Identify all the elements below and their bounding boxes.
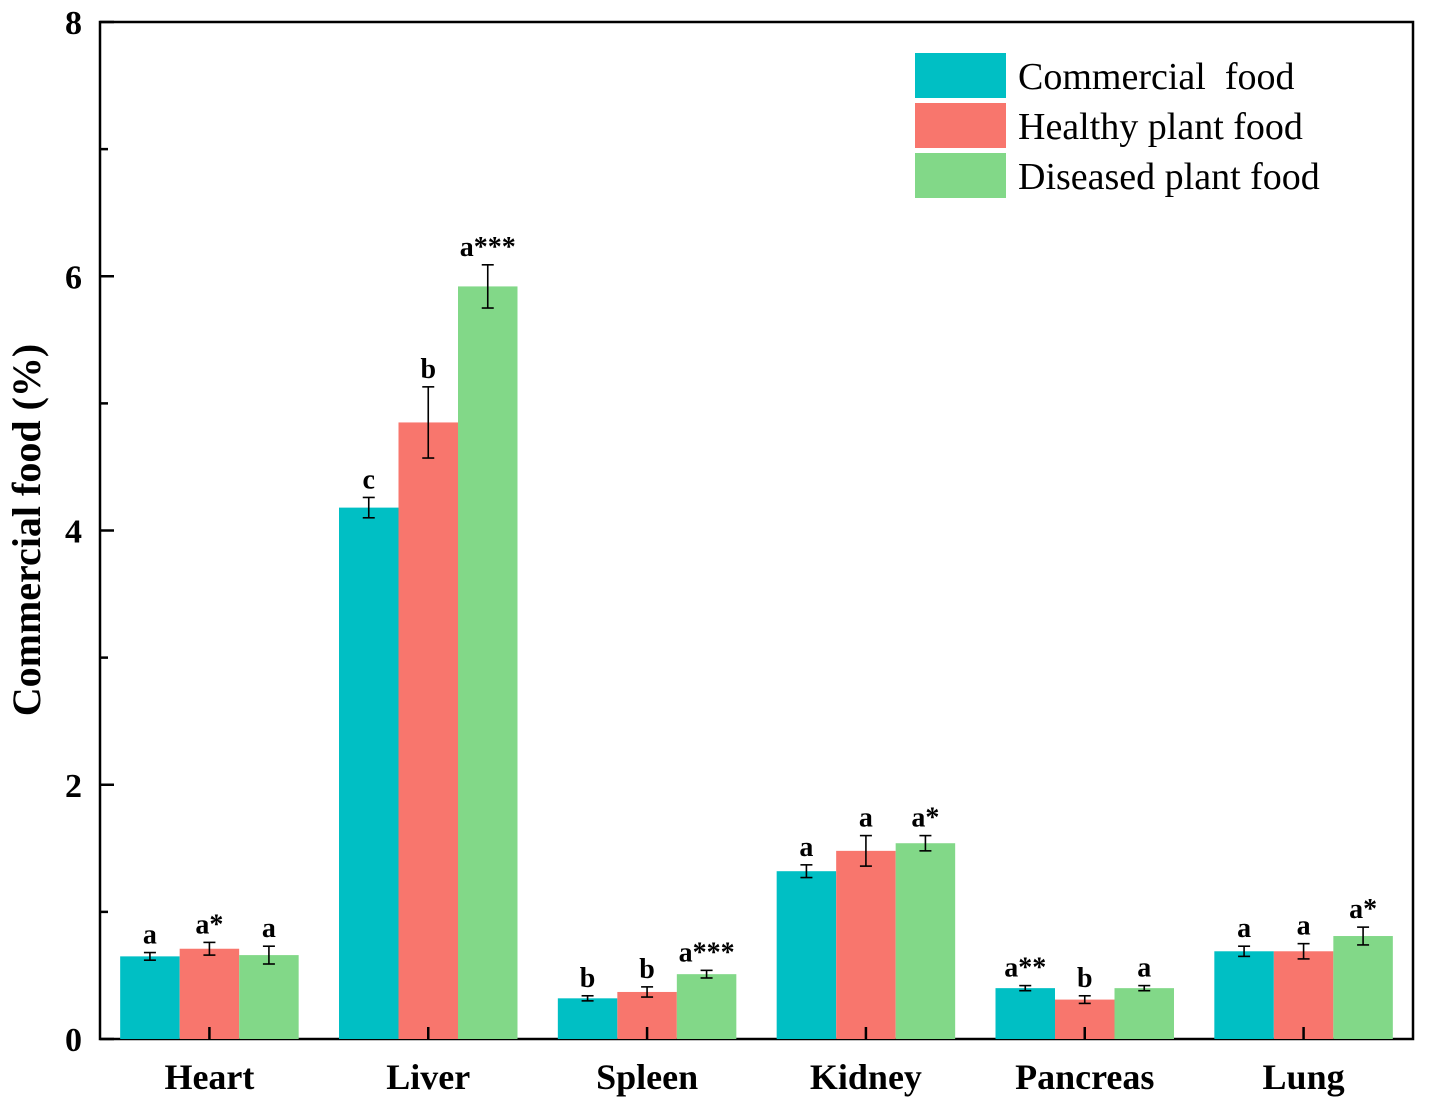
- legend: Commercial food Healthy plant food Disease…: [915, 53, 1320, 198]
- x-tick-label: Spleen: [596, 1057, 698, 1097]
- significance-label: b: [580, 963, 596, 994]
- y-tick-label: 6: [65, 259, 82, 296]
- y-tick-label: 8: [65, 5, 82, 42]
- bar: [1333, 936, 1393, 1039]
- significance-label: b: [1077, 963, 1093, 994]
- legend-swatch: [915, 153, 1006, 198]
- legend-swatch: [915, 103, 1006, 148]
- y-tick-label: 0: [65, 1022, 82, 1059]
- x-tick-label: Lung: [1263, 1057, 1345, 1097]
- y-tick-label: 2: [65, 768, 82, 805]
- x-tick-label: Liver: [386, 1057, 470, 1097]
- significance-label: a***: [679, 937, 735, 968]
- significance-label: b: [420, 354, 436, 385]
- significance-label: a*: [195, 909, 223, 940]
- significance-label: a: [799, 832, 813, 863]
- bar-group-spleen: b b a***: [557, 937, 737, 1039]
- bar: [339, 507, 399, 1039]
- bar-group-kidney: a a a*: [776, 803, 956, 1039]
- significance-label: a: [143, 920, 157, 951]
- significance-label: a: [1297, 911, 1311, 942]
- bar: [676, 974, 737, 1039]
- bar: [836, 850, 896, 1039]
- significance-label: a: [859, 803, 873, 834]
- bar: [1214, 951, 1274, 1039]
- bar: [1273, 951, 1334, 1039]
- significance-label: b: [639, 954, 655, 985]
- significance-label: a*: [1349, 894, 1377, 925]
- bar-group-pancreas: a** b a: [995, 953, 1174, 1039]
- significance-label: a: [1237, 913, 1251, 944]
- x-axis: Heart Liver Spleen Kidney Pancreas Lung: [164, 1027, 1345, 1097]
- significance-label: a: [1137, 953, 1151, 984]
- legend-label: Diseased plant food: [1018, 156, 1320, 198]
- x-tick-label: Heart: [164, 1057, 254, 1097]
- bar: [776, 871, 837, 1039]
- legend-swatch: [915, 53, 1006, 98]
- bar: [120, 956, 180, 1039]
- legend-label: Healthy plant food: [1018, 106, 1303, 148]
- y-axis-label: Commercial food (%): [4, 344, 49, 717]
- bar: [239, 955, 299, 1039]
- x-tick-label: Kidney: [810, 1057, 922, 1097]
- bar-group-heart: a a* a: [120, 909, 299, 1039]
- y-axis: 0 2 4 6 8: [65, 5, 114, 1059]
- bar: [995, 988, 1055, 1039]
- significance-label: a*: [911, 803, 939, 834]
- bar: [458, 286, 518, 1039]
- significance-label: a***: [460, 232, 516, 263]
- bar-group-lung: a a a*: [1214, 894, 1393, 1039]
- bar: [179, 948, 240, 1039]
- bar: [1114, 988, 1174, 1039]
- bar: [895, 843, 956, 1039]
- significance-label: a: [262, 913, 276, 944]
- bar: [398, 422, 458, 1040]
- bars-layer: a a* a c b a*** b b a*** a a a* a** b a a a a*: [120, 232, 1393, 1040]
- legend-label: Commercial food: [1018, 56, 1294, 98]
- bar-group-liver: c b a***: [339, 232, 518, 1040]
- y-tick-label: 4: [65, 514, 82, 551]
- significance-label: c: [363, 464, 375, 495]
- x-tick-label: Pancreas: [1015, 1057, 1154, 1097]
- significance-label: a**: [1004, 953, 1046, 984]
- bar: [557, 998, 618, 1039]
